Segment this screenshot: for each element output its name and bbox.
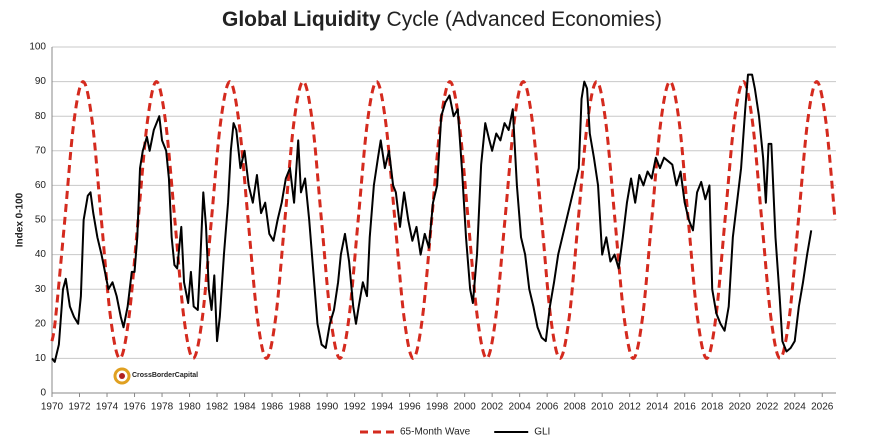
x-tick-label: 1986 xyxy=(261,402,284,413)
wave-line xyxy=(50,80,837,360)
x-tick-label: 2024 xyxy=(784,402,807,413)
x-tick-label: 2000 xyxy=(454,402,477,413)
x-tick-label: 1978 xyxy=(151,402,174,413)
y-tick-label: 60 xyxy=(35,180,47,191)
x-tick-label: 2006 xyxy=(536,402,559,413)
logo-icon-core xyxy=(119,373,125,379)
x-tick-label: 2012 xyxy=(619,402,642,413)
y-tick-label: 50 xyxy=(35,215,47,226)
gli-line xyxy=(51,73,813,363)
logo-text: CrossBorderCapital xyxy=(132,372,198,379)
y-tick-label: 10 xyxy=(35,353,47,364)
y-tick-label: 90 xyxy=(35,76,47,87)
x-tick-label: 1990 xyxy=(316,402,339,413)
x-tick-label: 2022 xyxy=(756,402,779,413)
y-tick-label: 100 xyxy=(29,42,46,53)
title-rest: Cycle (Advanced Economies) xyxy=(387,8,662,31)
y-axis-label: Index 0-100 xyxy=(15,192,26,247)
x-tick-label: 2014 xyxy=(646,402,669,413)
x-tick-label: 2018 xyxy=(701,402,724,413)
y-tick-label: 30 xyxy=(35,284,47,295)
x-tick-label: 1988 xyxy=(288,402,311,413)
x-tick-label: 1982 xyxy=(206,402,229,413)
x-tick-label: 2004 xyxy=(509,402,532,413)
x-tick-label: 2026 xyxy=(811,402,834,413)
x-tick-label: 1976 xyxy=(123,402,146,413)
y-tick-label: 80 xyxy=(35,111,47,122)
y-tick-label: 40 xyxy=(35,249,47,260)
legend-label: 65-Month Wave xyxy=(400,427,471,438)
x-tick-label: 2008 xyxy=(564,402,587,413)
x-tick-label: 1984 xyxy=(233,402,256,413)
x-tick-label: 1970 xyxy=(41,402,64,413)
x-tick-label: 1980 xyxy=(178,402,201,413)
y-tick-label: 70 xyxy=(35,145,47,156)
x-tick-label: 2010 xyxy=(591,402,614,413)
x-tick-label: 1994 xyxy=(371,402,394,413)
y-tick-label: 0 xyxy=(40,388,46,399)
x-tick-label: 1972 xyxy=(68,402,91,413)
x-tick-label: 1996 xyxy=(398,402,421,413)
x-tick-label: 1992 xyxy=(343,402,366,413)
x-tick-label: 1974 xyxy=(96,402,119,413)
y-tick-label: 20 xyxy=(35,318,47,329)
x-tick-label: 2016 xyxy=(674,402,697,413)
x-tick-label: 2020 xyxy=(729,402,752,413)
x-tick-label: 1998 xyxy=(426,402,449,413)
logo: CrossBorderCapital xyxy=(113,367,198,385)
title-bold: Global Liquidity xyxy=(222,8,381,31)
legend-label: GLI xyxy=(534,427,550,438)
chart-title: Global Liquidity Cycle (Advanced Economi… xyxy=(222,8,662,31)
x-tick-label: 2002 xyxy=(481,402,504,413)
logo-icon xyxy=(113,367,131,385)
